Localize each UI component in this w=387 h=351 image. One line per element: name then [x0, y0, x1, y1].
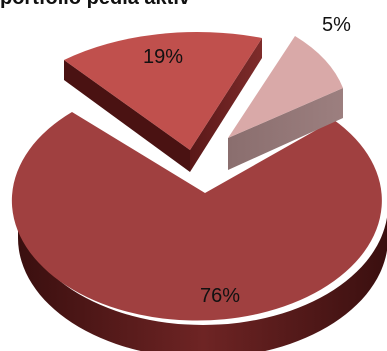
slice-label-19: 19%: [143, 46, 183, 68]
chart-title: portfolio pedia aktiv: [0, 0, 190, 10]
slice-76-top: [11, 112, 382, 321]
slice-19-side-left: [64, 60, 190, 172]
slice-76-side: [18, 205, 387, 351]
slice-5-top: [228, 36, 343, 138]
pie-slice-19: 19%: [64, 32, 262, 172]
slice-5-side: [228, 88, 343, 170]
slice-19-top: [64, 32, 262, 150]
pie-slice-5: 5%: [228, 14, 351, 170]
slice-19-side-front: [190, 38, 262, 172]
slice-label-76: 76%: [200, 285, 240, 307]
pie-slice-76: 76%: [11, 112, 387, 351]
slice-label-5: 5%: [322, 14, 351, 36]
